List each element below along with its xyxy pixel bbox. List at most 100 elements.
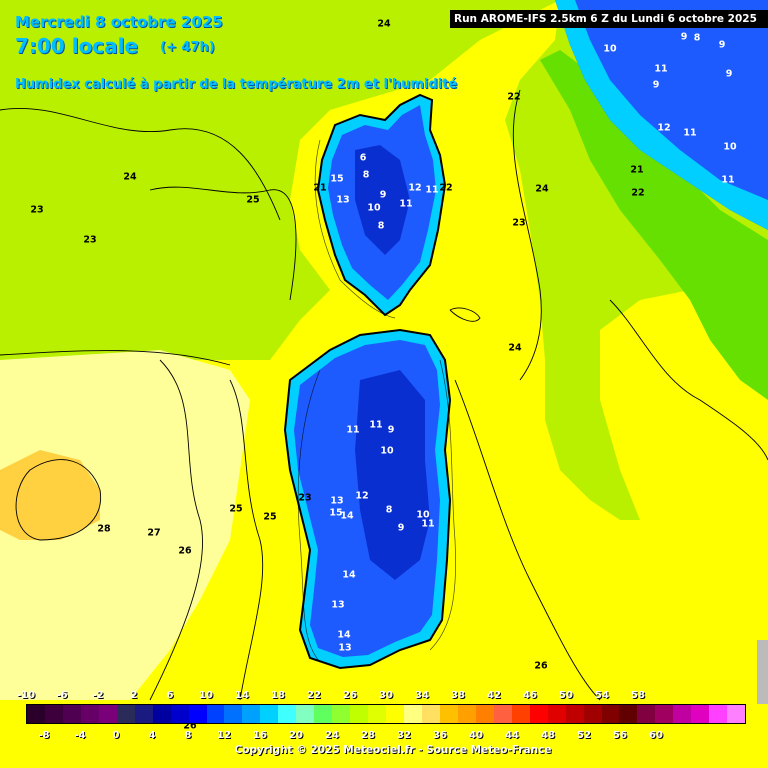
legend-tick-top: 14 (235, 690, 249, 701)
legend-swatch (224, 705, 243, 723)
contour-label: 12 (355, 490, 369, 502)
forecast-time: 7:00 locale (15, 34, 139, 58)
west-green-zone (0, 0, 560, 360)
legend-swatch (242, 705, 261, 723)
legend-tick-top: 46 (523, 690, 537, 701)
legend-tick-bottom: 44 (505, 730, 519, 741)
contour-label: 11 (654, 63, 668, 75)
contour-label: 23 (83, 234, 97, 246)
contour-label: 23 (512, 217, 526, 229)
legend-swatch (206, 705, 225, 723)
legend-swatch (152, 705, 171, 723)
legend-swatch (439, 705, 458, 723)
legend-swatch (547, 705, 566, 723)
legend-swatch (62, 705, 81, 723)
contour-label: 25 (229, 503, 243, 515)
contour-label: 13 (336, 194, 350, 206)
legend-swatch (368, 705, 387, 723)
legend-tick-top: 34 (415, 690, 429, 701)
legend-swatch (709, 705, 728, 723)
contour-label: 25 (246, 194, 260, 206)
legend-tick-bottom: 28 (361, 730, 375, 741)
legend-tick-bottom: 56 (613, 730, 627, 741)
contour-label: 15 (329, 507, 343, 519)
legend-tick-top: 22 (307, 690, 321, 701)
legend-swatch (260, 705, 279, 723)
legend-swatch (98, 705, 117, 723)
contour-label: 24 (508, 342, 522, 354)
legend-tick-bottom: 24 (325, 730, 339, 741)
legend-tick-top: 10 (199, 690, 213, 701)
legend-swatch (475, 705, 494, 723)
legend-swatch (673, 705, 692, 723)
legend-swatch (691, 705, 710, 723)
contour-label: 11 (421, 518, 435, 530)
contour-label: 11 (399, 198, 413, 210)
contour-label: 9 (387, 424, 395, 436)
contour-label: 24 (535, 183, 549, 195)
legend-tick-bottom: -8 (38, 730, 50, 741)
legend-swatch (44, 705, 63, 723)
italy-green-zone (540, 50, 768, 400)
contour-label: 9 (652, 79, 660, 91)
legend-swatch (350, 705, 369, 723)
contour-label: 22 (631, 187, 645, 199)
legend-tick-top: 50 (559, 690, 573, 701)
contour-label: 28 (97, 523, 111, 535)
legend-swatch (188, 705, 207, 723)
contour-label: 10 (380, 445, 394, 457)
contour-label: 14 (342, 569, 356, 581)
legend-tick-top: 6 (166, 690, 174, 701)
legend-tick-top: -6 (56, 690, 68, 701)
legend-tick-bottom: 20 (289, 730, 303, 741)
contour-label: 12 (657, 122, 671, 134)
contour-label: 21 (630, 164, 644, 176)
legend-tick-top: -2 (92, 690, 104, 701)
legend-tick-bottom: 52 (577, 730, 591, 741)
legend-swatch (637, 705, 656, 723)
contour-label: 11 (683, 127, 697, 139)
contour-label: 11 (425, 184, 439, 196)
legend-tick-bottom: 48 (541, 730, 555, 741)
forecast-offset: (+ 47h) (160, 40, 215, 55)
contour-label: 12 (408, 182, 422, 194)
legend-swatch (314, 705, 333, 723)
contour-label: 10 (603, 43, 617, 55)
legend-tick-top: 26 (343, 690, 357, 701)
contour-label: 13 (330, 495, 344, 507)
contour-label: 9 (379, 189, 387, 201)
contour-label: 11 (346, 424, 360, 436)
contour-label: 26 (183, 720, 197, 732)
contour-label: 13 (338, 642, 352, 654)
legend-swatch (457, 705, 476, 723)
contour-label: 8 (362, 169, 370, 181)
legend-swatch (493, 705, 512, 723)
legend-tick-bottom: 12 (217, 730, 231, 741)
orange-zone (0, 450, 100, 540)
contour-label: 6 (359, 152, 367, 164)
contour-label: 13 (331, 599, 345, 611)
contour-label: 24 (377, 18, 391, 30)
legend-swatch (116, 705, 135, 723)
legend-tick-top: 18 (271, 690, 285, 701)
contour-label: 11 (721, 174, 735, 186)
legend-swatch (583, 705, 602, 723)
contour-label: 8 (693, 32, 701, 44)
legend-tick-top: 42 (487, 690, 501, 701)
legend-tick-top: 54 (595, 690, 609, 701)
legend-tick-bottom: 4 (148, 730, 156, 741)
contour-label: 10 (416, 509, 430, 521)
legend-swatch (332, 705, 351, 723)
legend-swatch (404, 705, 422, 723)
model-run-info: Run AROME-IFS 2.5km 6 Z du Lundi 6 octob… (450, 10, 768, 28)
legend-swatch (27, 705, 45, 723)
legend-swatch (134, 705, 153, 723)
legend-tick-top: 38 (451, 690, 465, 701)
legend-swatch (601, 705, 620, 723)
contour-label: 8 (377, 220, 385, 232)
contour-label: 22 (439, 182, 453, 194)
contour-label: 27 (147, 527, 161, 539)
legend-swatch (565, 705, 584, 723)
contour-label: 10 (367, 202, 381, 214)
